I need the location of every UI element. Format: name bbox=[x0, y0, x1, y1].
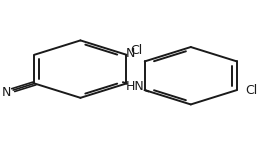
Text: Cl: Cl bbox=[130, 44, 142, 57]
Text: N: N bbox=[2, 86, 11, 99]
Text: Cl: Cl bbox=[245, 84, 257, 97]
Text: HN: HN bbox=[126, 80, 145, 93]
Text: N: N bbox=[126, 47, 135, 60]
